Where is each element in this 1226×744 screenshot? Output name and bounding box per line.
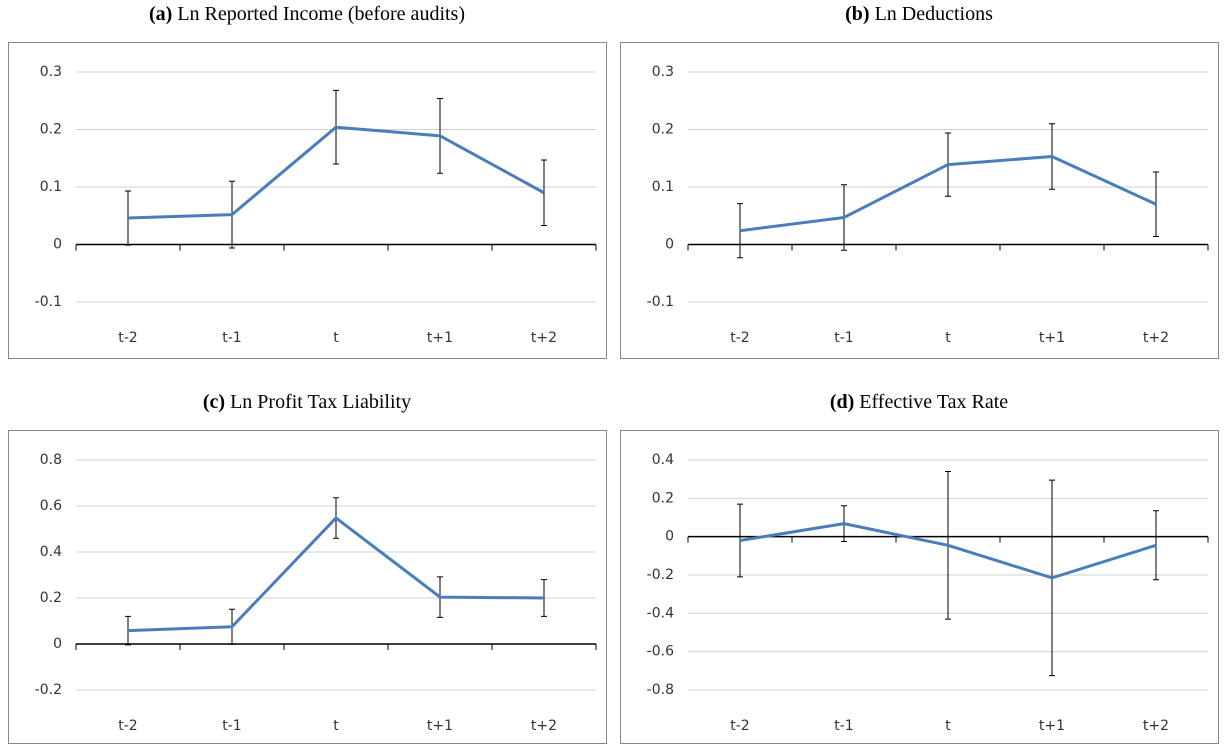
x-tick-label: t+1	[1039, 718, 1065, 734]
x-tick-label: t-2	[118, 718, 137, 734]
y-tick-label: 0.3	[40, 64, 62, 80]
y-tick-label: 0.2	[40, 590, 62, 606]
x-tick-label: t-1	[834, 330, 853, 346]
panel: (a) Ln Reported Income (before audits) -0…	[8, 3, 607, 359]
panel: (d) Effective Tax Rate -0.8 -0.6 -0.4 -0.2 0 0…	[620, 391, 1219, 744]
y-tick-label: -0.8	[647, 682, 674, 698]
x-tick-label: t-1	[222, 718, 241, 734]
panel-label: (c)	[203, 391, 225, 413]
y-tick-label: 0.1	[652, 179, 674, 195]
y-tick-label: 0.4	[40, 544, 62, 560]
panel-frame	[8, 42, 607, 359]
y-tick-label: -0.2	[647, 567, 674, 583]
y-tick-label: -0.4	[647, 605, 674, 621]
y-tick-label: 0	[53, 237, 62, 253]
x-tick-label: t-1	[834, 718, 853, 734]
x-tick-label: t	[945, 718, 951, 734]
y-tick-label: 0.2	[652, 122, 674, 138]
x-tick-label: t	[333, 330, 339, 346]
y-tick-label: 0.8	[40, 452, 62, 468]
panel: (c) Ln Profit Tax Liability -0.2 0 0.2 0.4 0.…	[8, 391, 607, 744]
x-tick-label: t	[333, 718, 339, 734]
panel-frame	[8, 430, 607, 744]
data-line	[127, 125, 545, 220]
x-tick-label: t+2	[1143, 718, 1169, 734]
y-tick-label: -0.2	[35, 682, 62, 698]
data-line	[127, 516, 545, 633]
panel-title: (b) Ln Deductions	[845, 3, 993, 25]
x-tick-label: t+2	[531, 718, 557, 734]
panel-title-text: Ln Reported Income (before audits)	[177, 3, 465, 25]
x-tick-label: t+2	[1143, 330, 1169, 346]
y-tick-label: 0	[53, 636, 62, 652]
x-tick-label: t+1	[427, 718, 453, 734]
x-tick-label: t-2	[730, 330, 749, 346]
panel-title-text: Ln Deductions	[875, 3, 994, 25]
data-line	[739, 522, 1157, 580]
panel: (b) Ln Deductions -0.1 0 0.1 0.2 0.3 t-2 t-1 t t+…	[620, 3, 1219, 359]
x-tick-label: t-2	[730, 718, 749, 734]
panel-label: (d)	[830, 391, 854, 413]
panel-frame	[620, 430, 1219, 744]
x-tick-label: t-2	[118, 330, 137, 346]
panel-label: (b)	[845, 3, 869, 25]
y-tick-label: -0.1	[647, 294, 674, 310]
panel-label: (a)	[149, 3, 172, 25]
data-line	[739, 155, 1157, 233]
y-tick-label: 0.2	[40, 122, 62, 138]
x-tick-label: t+1	[427, 330, 453, 346]
panel-title: (c) Ln Profit Tax Liability	[203, 391, 411, 413]
x-tick-label: t+2	[531, 330, 557, 346]
y-tick-label: -0.6	[647, 644, 674, 660]
y-tick-label: 0	[665, 237, 674, 253]
y-tick-label: 0.3	[652, 64, 674, 80]
panel-title: (d) Effective Tax Rate	[830, 391, 1008, 413]
panel-title: (a) Ln Reported Income (before audits)	[149, 3, 465, 25]
y-tick-label: 0.6	[40, 498, 62, 514]
y-tick-label: 0.1	[40, 179, 62, 195]
x-tick-label: t+1	[1039, 330, 1065, 346]
y-tick-label: 0.4	[652, 452, 674, 468]
x-tick-label: t	[945, 330, 951, 346]
y-tick-label: -0.1	[35, 294, 62, 310]
y-tick-label: 0	[665, 529, 674, 545]
x-tick-label: t-1	[222, 330, 241, 346]
panel-title-text: Effective Tax Rate	[859, 391, 1008, 413]
y-tick-label: 0.2	[652, 490, 674, 506]
panel-title-text: Ln Profit Tax Liability	[230, 391, 411, 413]
panel-frame	[620, 42, 1219, 359]
